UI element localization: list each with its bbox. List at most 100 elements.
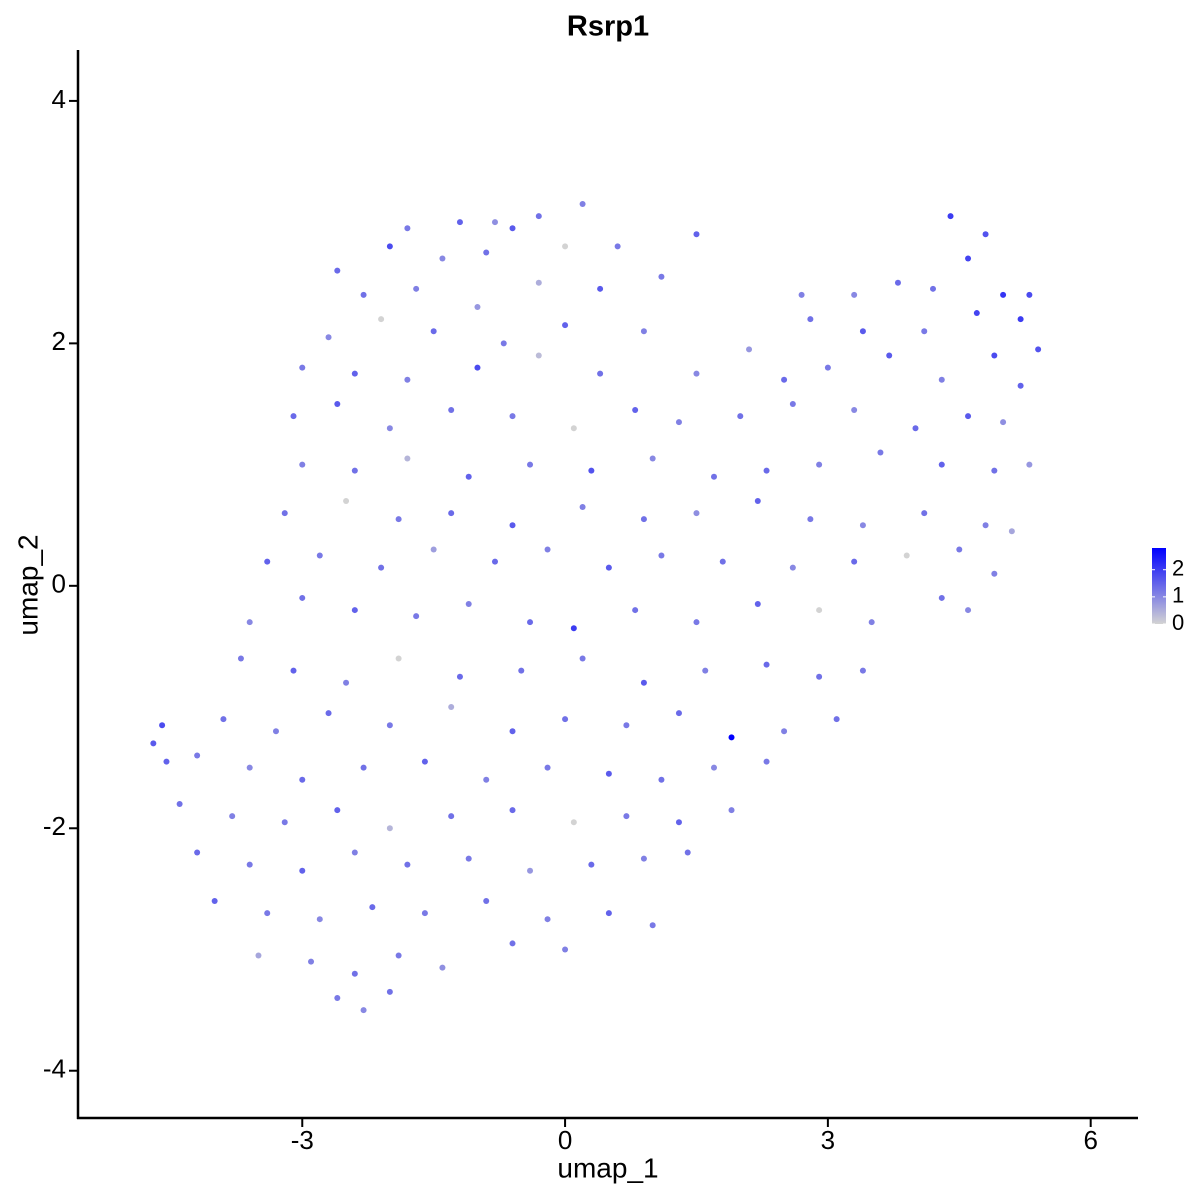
point	[982, 231, 989, 238]
point	[684, 849, 691, 856]
point	[334, 267, 341, 274]
point	[588, 467, 595, 474]
point	[763, 758, 770, 765]
point	[456, 673, 463, 680]
point	[763, 661, 770, 668]
point	[789, 564, 796, 571]
point	[1026, 291, 1033, 298]
point	[921, 510, 928, 517]
point	[386, 425, 393, 432]
point	[299, 867, 306, 874]
point	[404, 376, 411, 383]
point	[465, 855, 472, 862]
point	[229, 813, 236, 820]
point	[693, 370, 700, 377]
point	[483, 776, 490, 783]
point	[386, 825, 393, 832]
point	[448, 510, 455, 517]
point	[386, 722, 393, 729]
point	[299, 364, 306, 371]
point	[421, 910, 428, 917]
point	[163, 758, 170, 765]
point	[623, 722, 630, 729]
point	[816, 461, 823, 468]
point	[404, 455, 411, 462]
point	[334, 994, 341, 1001]
point	[351, 970, 358, 977]
point	[509, 413, 516, 420]
point	[395, 516, 402, 523]
point	[351, 467, 358, 474]
point	[965, 255, 972, 262]
point	[343, 497, 350, 504]
point	[351, 849, 358, 856]
point	[150, 740, 157, 747]
point	[640, 328, 647, 335]
point	[623, 813, 630, 820]
point	[194, 752, 201, 759]
y-tick-label: 2	[52, 326, 66, 356]
point	[509, 728, 516, 735]
point	[439, 255, 446, 262]
point	[956, 546, 963, 553]
point	[781, 376, 788, 383]
point	[544, 916, 551, 923]
point	[246, 764, 253, 771]
point	[194, 849, 201, 856]
point	[483, 898, 490, 905]
point	[991, 352, 998, 359]
point	[632, 607, 639, 614]
point	[675, 419, 682, 426]
point	[728, 807, 735, 814]
point	[859, 328, 866, 335]
colorbar-label: 2	[1172, 556, 1184, 581]
point	[369, 904, 376, 911]
point	[737, 413, 744, 420]
point	[728, 734, 735, 741]
point	[264, 558, 271, 565]
y-tick-label: 4	[52, 84, 66, 114]
point	[877, 449, 884, 456]
point	[308, 958, 315, 965]
point	[816, 607, 823, 614]
point	[632, 407, 639, 414]
point	[290, 413, 297, 420]
point	[807, 516, 814, 523]
point	[509, 940, 516, 947]
point	[597, 285, 604, 292]
point	[658, 273, 665, 280]
point	[912, 425, 919, 432]
point	[421, 758, 428, 765]
point	[851, 407, 858, 414]
point	[378, 564, 385, 571]
point	[588, 861, 595, 868]
point	[570, 819, 577, 826]
point	[640, 679, 647, 686]
point	[754, 497, 761, 504]
point	[579, 655, 586, 662]
point	[675, 819, 682, 826]
point	[807, 316, 814, 323]
point	[211, 898, 218, 905]
point	[789, 400, 796, 407]
point	[491, 219, 498, 226]
points	[150, 200, 1042, 1014]
point	[509, 225, 516, 232]
point	[605, 564, 612, 571]
point	[965, 413, 972, 420]
point	[693, 231, 700, 238]
point	[640, 855, 647, 862]
point	[474, 303, 481, 310]
point	[614, 243, 621, 250]
y-axis-title: umap_2	[12, 534, 43, 635]
point	[448, 813, 455, 820]
point	[351, 607, 358, 614]
point	[851, 291, 858, 298]
point	[299, 776, 306, 783]
point	[386, 243, 393, 250]
point	[859, 667, 866, 674]
point	[255, 952, 262, 959]
point	[430, 328, 437, 335]
point	[281, 819, 288, 826]
point	[299, 461, 306, 468]
